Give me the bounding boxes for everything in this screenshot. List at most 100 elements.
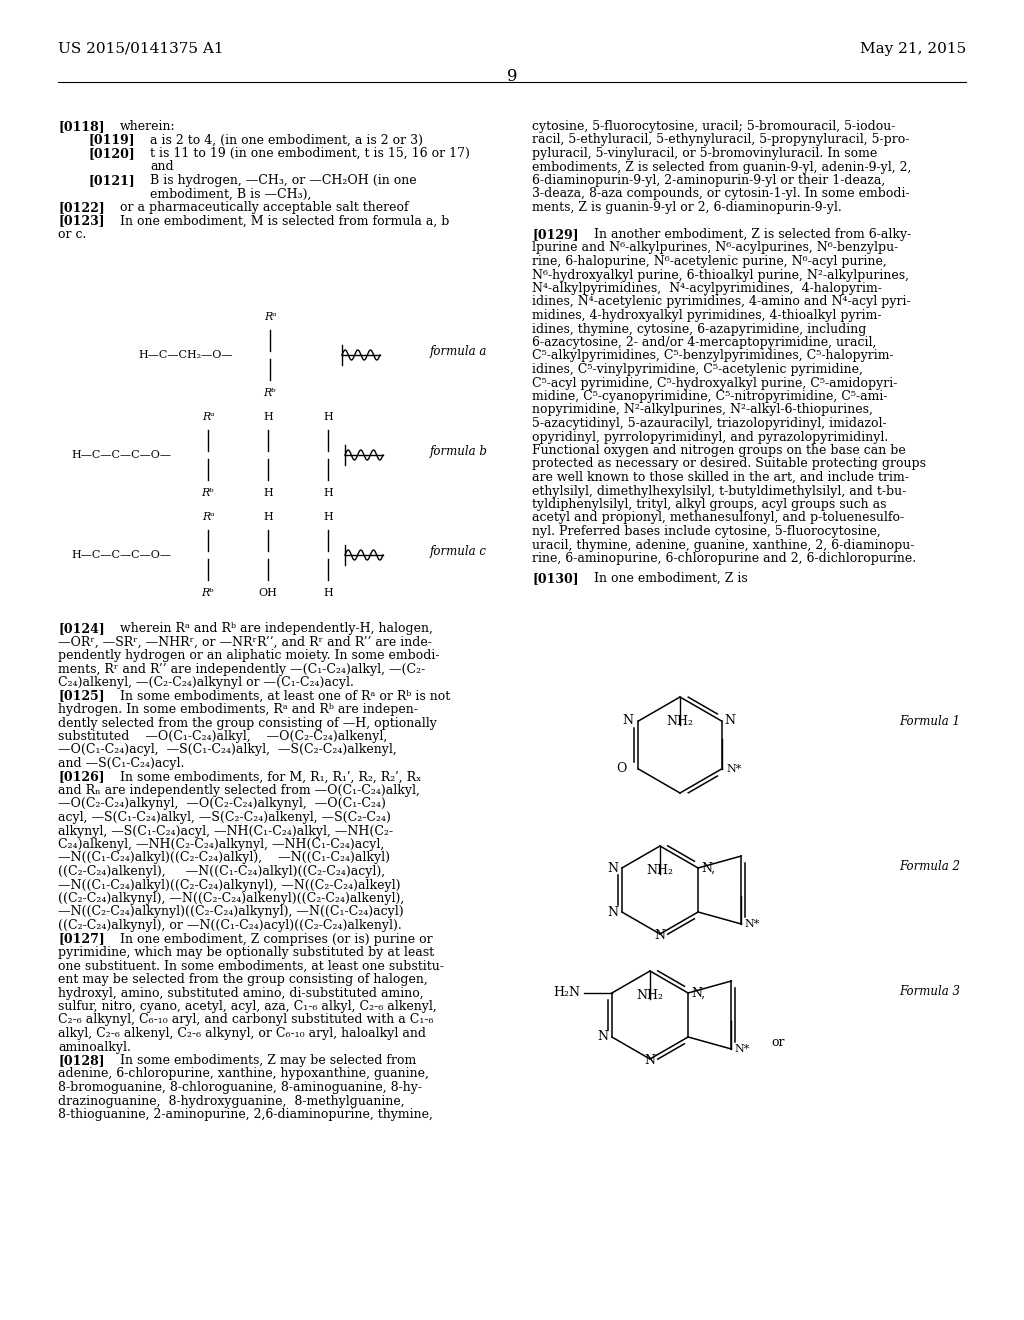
Text: lpurine and N⁶-alkylpurines, N⁶-acylpurines, N⁶-benzylpu-: lpurine and N⁶-alkylpurines, N⁶-acylpuri… [532,242,898,255]
Text: idines, N⁴-acetylenic pyrimidines, 4-amino and N⁴-acyl pyri-: idines, N⁴-acetylenic pyrimidines, 4-ami… [532,296,910,309]
Text: N: N [725,714,735,727]
Text: N,: N, [691,986,706,999]
Text: pyluracil, 5-vinyluracil, or 5-bromovinyluracil. In some: pyluracil, 5-vinyluracil, or 5-bromoviny… [532,147,878,160]
Text: —N((C₁-C₂₄)alkyl)((C₂-C₂₄)alkynyl), —N((C₂-C₂₄)alkeyl): —N((C₁-C₂₄)alkyl)((C₂-C₂₄)alkynyl), —N((… [58,879,400,891]
Text: ments, Z is guanin-9-yl or 2, 6-diaminopurin-9-yl.: ments, Z is guanin-9-yl or 2, 6-diaminop… [532,201,842,214]
Text: H: H [263,412,272,422]
Text: [0126]: [0126] [58,771,104,784]
Text: Rᵃ: Rᵃ [202,412,214,422]
Text: N: N [607,906,617,919]
Text: —N((C₂-C₂₄)alkynyl)((C₂-C₂₄)alkynyl), —N((C₁-C₂₄)acyl): —N((C₂-C₂₄)alkynyl)((C₂-C₂₄)alkynyl), —N… [58,906,403,919]
Text: H: H [263,512,272,521]
Text: Formula 3: Formula 3 [899,985,961,998]
Text: In some embodiments, Z may be selected from: In some embodiments, Z may be selected f… [120,1053,416,1067]
Text: Rᵃ: Rᵃ [202,512,214,521]
Text: In one embodiment, Z is: In one embodiment, Z is [594,573,748,585]
Text: drazinoguanine,  8-hydroxyguanine,  8-methylguanine,: drazinoguanine, 8-hydroxyguanine, 8-meth… [58,1094,404,1107]
Text: nopyrimidine, N²-alkylpurines, N²-alkyl-6-thiopurines,: nopyrimidine, N²-alkylpurines, N²-alkyl-… [532,404,872,417]
Text: wherein Rᵃ and Rᵇ are independently-H, halogen,: wherein Rᵃ and Rᵇ are independently-H, h… [120,622,433,635]
Text: ments, Rʳ and R’’ are independently —(C₁-C₂₄)alkyl, —(C₂-: ments, Rʳ and R’’ are independently —(C₁… [58,663,425,676]
Text: H—C—C—C—O—: H—C—C—C—O— [71,450,171,459]
Text: tyldiphenylsilyl, trityl, alkyl groups, acyl groups such as: tyldiphenylsilyl, trityl, alkyl groups, … [532,498,887,511]
Text: N: N [597,1031,608,1044]
Text: formula b: formula b [430,445,487,458]
Text: t is 11 to 19 (in one embodiment, t is 15, 16 or 17): t is 11 to 19 (in one embodiment, t is 1… [150,147,470,160]
Text: In one embodiment, M is selected from formula a, b: In one embodiment, M is selected from fo… [120,214,450,227]
Text: N: N [654,929,666,942]
Text: dently selected from the group consisting of —H, optionally: dently selected from the group consistin… [58,717,437,730]
Text: [0125]: [0125] [58,689,104,702]
Text: [0130]: [0130] [532,573,579,585]
Text: and: and [150,161,174,173]
Text: idines, C⁵-vinylpyrimidine, C⁵-acetylenic pyrimidine,: idines, C⁵-vinylpyrimidine, C⁵-acetyleni… [532,363,863,376]
Text: [0121]: [0121] [88,174,135,187]
Text: formula c: formula c [430,545,487,558]
Text: a is 2 to 4, (in one embodiment, a is 2 or 3): a is 2 to 4, (in one embodiment, a is 2 … [150,133,423,147]
Text: [0119]: [0119] [88,133,134,147]
Text: protected as necessary or desired. Suitable protecting groups: protected as necessary or desired. Suita… [532,458,926,470]
Text: alkynyl, —S(C₁-C₂₄)acyl, —NH(C₁-C₂₄)alkyl, —NH(C₂-: alkynyl, —S(C₁-C₂₄)acyl, —NH(C₁-C₂₄)alky… [58,825,393,837]
Text: ((C₂-C₂₄)alkynyl), or —N((C₁-C₂₄)acyl)((C₂-C₂₄)alkenyl).: ((C₂-C₂₄)alkynyl), or —N((C₁-C₂₄)acyl)((… [58,919,401,932]
Text: and Rₙ are independently selected from —O(C₁-C₂₄)alkyl,: and Rₙ are independently selected from —… [58,784,420,797]
Text: N⁶-hydroxyalkyl purine, 6-thioalkyl purine, N²-alkylpurines,: N⁶-hydroxyalkyl purine, 6-thioalkyl puri… [532,268,909,281]
Text: C₂₄)alkenyl, —(C₂-C₂₄)alkynyl or —(C₁-C₂₄)acyl.: C₂₄)alkenyl, —(C₂-C₂₄)alkynyl or —(C₁-C₂… [58,676,354,689]
Text: or: or [771,1036,784,1049]
Text: or a pharmaceutically acceptable salt thereof: or a pharmaceutically acceptable salt th… [120,201,409,214]
Text: pendently hydrogen or an aliphatic moiety. In some embodi-: pendently hydrogen or an aliphatic moiet… [58,649,439,663]
Text: cytosine, 5-fluorocytosine, uracil; 5-bromouracil, 5-iodou-: cytosine, 5-fluorocytosine, uracil; 5-br… [532,120,895,133]
Text: aminoalkyl.: aminoalkyl. [58,1040,131,1053]
Text: [0120]: [0120] [88,147,135,160]
Text: [0127]: [0127] [58,932,104,945]
Text: NH₂: NH₂ [646,865,674,876]
Text: O: O [616,763,627,776]
Text: acyl, —S(C₁-C₂₄)alkyl, —S(C₂-C₂₄)alkenyl, —S(C₂-C₂₄): acyl, —S(C₁-C₂₄)alkyl, —S(C₂-C₂₄)alkenyl… [58,810,391,824]
Text: H: H [263,488,272,498]
Text: 8-bromoguanine, 8-chloroguanine, 8-aminoguanine, 8-hy-: 8-bromoguanine, 8-chloroguanine, 8-amino… [58,1081,422,1094]
Text: N: N [623,714,634,727]
Text: Rᵇ: Rᵇ [202,587,214,598]
Text: H: H [324,587,333,598]
Text: 6-azacytosine, 2- and/or 4-mercaptopyrimidine, uracil,: 6-azacytosine, 2- and/or 4-mercaptopyrim… [532,337,877,348]
Text: embodiment, B is —CH₃),: embodiment, B is —CH₃), [150,187,311,201]
Text: [0122]: [0122] [58,201,104,214]
Text: 8-thioguanine, 2-aminopurine, 2,6-diaminopurine, thymine,: 8-thioguanine, 2-aminopurine, 2,6-diamin… [58,1107,433,1121]
Text: and —S(C₁-C₂₄)acyl.: and —S(C₁-C₂₄)acyl. [58,756,184,770]
Text: ((C₂-C₂₄)alkynyl), —N((C₂-C₂₄)alkenyl)((C₂-C₂₄)alkenyl),: ((C₂-C₂₄)alkynyl), —N((C₂-C₂₄)alkenyl)((… [58,892,404,906]
Text: —ORʳ, —SRʳ, —NHRʳ, or —NRʳR’’, and Rʳ and R’’ are inde-: —ORʳ, —SRʳ, —NHRʳ, or —NRʳR’’, and Rʳ an… [58,635,432,648]
Text: formula a: formula a [430,345,487,358]
Text: adenine, 6-chloropurine, xanthine, hypoxanthine, guanine,: adenine, 6-chloropurine, xanthine, hypox… [58,1068,429,1081]
Text: 6-diaminopurin-9-yl, 2-aminopurin-9-yl or their 1-deaza,: 6-diaminopurin-9-yl, 2-aminopurin-9-yl o… [532,174,886,187]
Text: midines, 4-hydroxyalkyl pyrimidines, 4-thioalkyl pyrim-: midines, 4-hydroxyalkyl pyrimidines, 4-t… [532,309,882,322]
Text: H₂N: H₂N [553,986,580,999]
Text: C⁵-acyl pyrimidine, C⁵-hydroxyalkyl purine, C⁵-amidopyri-: C⁵-acyl pyrimidine, C⁵-hydroxyalkyl puri… [532,376,897,389]
Text: —O(C₁-C₂₄)acyl,  —S(C₁-C₂₄)alkyl,  —S(C₂-C₂₄)alkenyl,: —O(C₁-C₂₄)acyl, —S(C₁-C₂₄)alkyl, —S(C₂-C… [58,743,396,756]
Text: H: H [324,512,333,521]
Text: hydroxyl, amino, substituted amino, di-substituted amino,: hydroxyl, amino, substituted amino, di-s… [58,986,424,999]
Text: opyridinyl, pyrrolopyrimidinyl, and pyrazolopyrimidinyl.: opyridinyl, pyrrolopyrimidinyl, and pyra… [532,430,888,444]
Text: In some embodiments, at least one of Rᵃ or Rᵇ is not: In some embodiments, at least one of Rᵃ … [120,689,451,702]
Text: OH: OH [259,587,278,598]
Text: C⁵-alkylpyrimidines, C⁵-benzylpyrimidines, C⁵-halopyrim-: C⁵-alkylpyrimidines, C⁵-benzylpyrimidine… [532,350,894,363]
Text: H: H [324,488,333,498]
Text: idines, thymine, cytosine, 6-azapyrimidine, including: idines, thymine, cytosine, 6-azapyrimidi… [532,322,866,335]
Text: sulfur, nitro, cyano, acetyl, acyl, aza, C₁-₆ alkyl, C₂-₆ alkenyl,: sulfur, nitro, cyano, acetyl, acyl, aza,… [58,1001,437,1012]
Text: substituted    —O(C₁-C₂₄)alkyl,    —O(C₂-C₂₄)alkenyl,: substituted —O(C₁-C₂₄)alkyl, —O(C₂-C₂₄)a… [58,730,387,743]
Text: hydrogen. In some embodiments, Rᵃ and Rᵇ are indepen-: hydrogen. In some embodiments, Rᵃ and Rᵇ… [58,704,418,715]
Text: NH₂: NH₂ [667,715,693,729]
Text: NH₂: NH₂ [637,989,664,1002]
Text: C₂₄)alkenyl, —NH(C₂-C₂₄)alkynyl, —NH(C₁-C₂₄)acyl,: C₂₄)alkenyl, —NH(C₂-C₂₄)alkynyl, —NH(C₁-… [58,838,384,851]
Text: midine, C⁵-cyanopyrimidine, C⁵-nitropyrimidine, C⁵-ami-: midine, C⁵-cyanopyrimidine, C⁵-nitropyri… [532,389,888,403]
Text: are well known to those skilled in the art, and include trim-: are well known to those skilled in the a… [532,471,909,484]
Text: H: H [324,412,333,422]
Text: N*: N* [727,764,742,774]
Text: pyrimidine, which may be optionally substituted by at least: pyrimidine, which may be optionally subs… [58,946,434,960]
Text: one substituent. In some embodiments, at least one substitu-: one substituent. In some embodiments, at… [58,960,443,973]
Text: Rᵇ: Rᵇ [202,488,214,498]
Text: [0118]: [0118] [58,120,104,133]
Text: racil, 5-ethyluracil, 5-ethynyluracil, 5-propynyluracil, 5-pro-: racil, 5-ethyluracil, 5-ethynyluracil, 5… [532,133,909,147]
Text: In some embodiments, for M, R₁, R₁ʹ, R₂, R₂ʹ, Rₓ: In some embodiments, for M, R₁, R₁ʹ, R₂,… [120,771,421,784]
Text: [0124]: [0124] [58,622,104,635]
Text: Functional oxygen and nitrogen groups on the base can be: Functional oxygen and nitrogen groups on… [532,444,906,457]
Text: 9: 9 [507,69,517,84]
Text: nyl. Preferred bases include cytosine, 5-fluorocytosine,: nyl. Preferred bases include cytosine, 5… [532,525,881,539]
